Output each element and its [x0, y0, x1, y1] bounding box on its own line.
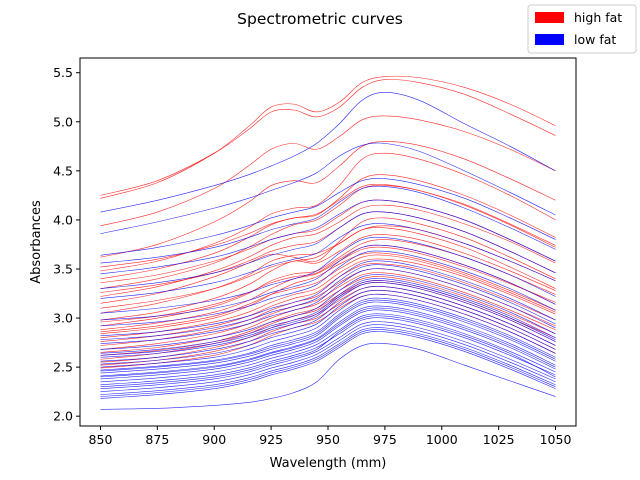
curve-low-fat-32: [100, 185, 556, 264]
curve-low-fat-18: [100, 309, 556, 380]
x-axis: 850 875 900 925 950 975 1000 1025 1050: [89, 426, 572, 447]
curve-low-fat-1: [100, 142, 556, 234]
y-tick-label: 2.0: [53, 409, 73, 424]
y-axis-label: Absorbances: [29, 200, 44, 284]
curve-high-fat-8: [100, 217, 556, 304]
curve-low-fat-3: [100, 199, 556, 275]
curve-high-fat-27: [100, 227, 556, 309]
y-tick-label: 5.0: [53, 114, 73, 129]
y-tick-label: 3.0: [53, 311, 73, 326]
curve-high-fat-24: [100, 183, 556, 268]
curve-low-fat-16: [100, 301, 556, 374]
curve-low-fat-19: [100, 313, 556, 383]
curve-high-fat-2: [100, 115, 556, 227]
curve-low-fat-23: [100, 327, 556, 395]
legend-swatch-high-fat: [535, 12, 564, 23]
x-tick-label: 975: [373, 432, 397, 447]
curve-low-fat-15: [100, 297, 556, 371]
curve-low-fat-12: [100, 285, 556, 362]
curve-low-fat-0: [100, 92, 556, 213]
x-axis-label: Wavelength (mm): [270, 456, 387, 471]
curve-low-fat-10: [100, 278, 556, 354]
y-tick-label: 2.5: [53, 360, 73, 375]
x-tick-label: 875: [145, 432, 169, 447]
curve-high-fat-4: [100, 152, 556, 272]
curve-low-fat-27: [100, 299, 556, 372]
y-axis: 2.0 2.5 3.0 3.5 4.0 4.5 5.0 5.5: [53, 65, 80, 424]
legend-swatch-low-fat: [535, 34, 564, 45]
x-tick-label: 900: [202, 432, 226, 447]
curve-low-fat-17: [100, 305, 556, 377]
curve-low-fat-4: [100, 223, 556, 299]
curve-low-fat-21: [100, 321, 556, 390]
x-tick-label: 950: [316, 432, 340, 447]
legend-label-low-fat: low fat: [574, 32, 616, 47]
curve-low-fat-28: [100, 280, 556, 356]
curve-low-fat-33: [100, 315, 556, 388]
chart-title: Spectrometric curves: [237, 10, 403, 28]
x-tick-label: 925: [259, 432, 283, 447]
legend-label-high-fat: high fat: [574, 10, 622, 25]
curve-low-fat-9: [100, 274, 556, 350]
curve-low-fat-34: [100, 307, 556, 378]
curve-low-fat-8: [100, 268, 556, 344]
curve-high-fat-15: [100, 263, 556, 342]
curve-low-fat-31: [100, 211, 556, 289]
curve-low-fat-14: [100, 293, 556, 368]
curve-low-fat-24: [100, 331, 556, 399]
curve-low-fat-25: [100, 342, 556, 410]
curve-high-fat-1: [100, 79, 556, 196]
curve-high-fat-12: [100, 246, 556, 331]
y-tick-label: 4.0: [53, 212, 73, 227]
y-tick-label: 5.5: [53, 65, 73, 80]
curve-low-fat-5: [100, 236, 556, 314]
curve-high-fat-10: [100, 234, 556, 321]
curve-low-fat-6: [100, 250, 556, 327]
curve-low-fat-30: [100, 244, 556, 321]
curve-high-fat-6: [100, 185, 556, 289]
x-tick-label: 1000: [426, 432, 458, 447]
curves-group: [100, 75, 556, 410]
curve-low-fat-29: [100, 264, 556, 340]
curve-low-fat-2: [100, 178, 556, 256]
x-tick-label: 1025: [483, 432, 515, 447]
legend: high fat low fat: [527, 4, 637, 54]
x-tick-label: 850: [89, 432, 113, 447]
y-tick-label: 4.5: [53, 163, 73, 178]
y-tick-label: 3.5: [53, 261, 73, 276]
x-tick-label: 1050: [540, 432, 572, 447]
curve-high-fat-7: [100, 204, 556, 297]
curve-low-fat-13: [100, 289, 556, 365]
curve-high-fat-3: [100, 141, 556, 258]
curve-low-fat-7: [100, 260, 556, 337]
curve-high-fat-14: [100, 258, 556, 338]
curve-low-fat-22: [100, 324, 556, 392]
curve-low-fat-11: [100, 282, 556, 358]
curve-low-fat-26: [100, 329, 556, 397]
